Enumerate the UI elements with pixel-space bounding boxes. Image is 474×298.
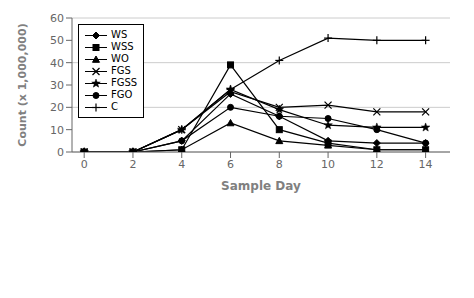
svg-text:10: 10 — [321, 158, 335, 171]
svg-text:14: 14 — [419, 158, 433, 171]
svg-text:20: 20 — [50, 101, 64, 114]
html-text:C: C — [111, 101, 118, 112]
html-text:FGS: FGS — [111, 65, 131, 76]
svg-text:6: 6 — [227, 158, 234, 171]
svg-text:2: 2 — [129, 158, 136, 171]
svg-text:0: 0 — [57, 146, 64, 159]
html-text:WO: WO — [111, 53, 129, 64]
html-text:FGO: FGO — [111, 89, 133, 100]
svg-text:12: 12 — [370, 158, 384, 171]
html-text:FGSS: FGSS — [111, 77, 138, 88]
svg-text:40: 40 — [50, 57, 64, 70]
html-text:WS: WS — [111, 29, 128, 40]
html-text:WSS: WSS — [111, 41, 134, 52]
svg-text:Count (x 1,000,000): Count (x 1,000,000) — [16, 23, 29, 146]
svg-text:50: 50 — [50, 34, 64, 47]
svg-text:0: 0 — [81, 158, 88, 171]
svg-text:4: 4 — [178, 158, 185, 171]
svg-text:Sample Day: Sample Day — [221, 179, 301, 193]
svg-text:30: 30 — [50, 79, 64, 92]
svg-text:8: 8 — [276, 158, 283, 171]
svg-text:10: 10 — [50, 124, 64, 137]
svg-text:60: 60 — [50, 12, 64, 25]
